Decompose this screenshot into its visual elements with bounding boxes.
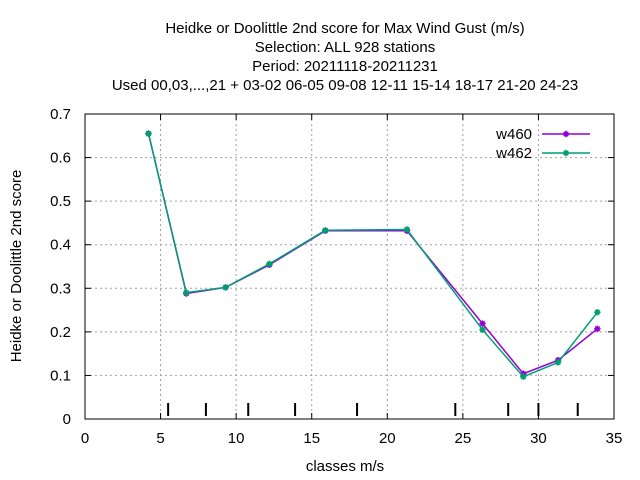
- x-tick-label: 20: [379, 430, 396, 447]
- series-w460: [145, 130, 601, 377]
- title-line-4: Used 00,03,...,21 + 03-02 06-05 09-08 12…: [112, 77, 578, 94]
- legend-label-w460: w460: [495, 126, 532, 143]
- legend: w460 w462: [495, 126, 590, 162]
- legend-marker-w460: [562, 130, 570, 138]
- y-tick-label: 0.1: [50, 367, 71, 384]
- series-line-w460: [147, 133, 598, 375]
- data-point-core: [556, 360, 560, 365]
- y-tick-label: 0.2: [50, 324, 71, 341]
- plot-frame: [84, 113, 615, 420]
- data-point-core: [323, 228, 328, 233]
- x-tick-label: 10: [228, 430, 245, 447]
- data-point-core: [480, 327, 485, 332]
- x-tick-label: 25: [455, 430, 472, 447]
- y-tick-label: 0.6: [50, 150, 71, 167]
- data-point-core: [521, 374, 526, 379]
- series-group: [145, 130, 601, 380]
- series-w462: [145, 130, 601, 380]
- x-axis-label: classes m/s: [306, 458, 384, 475]
- data-point-core: [595, 327, 600, 331]
- title-line-2: Selection: ALL 928 stations: [255, 39, 435, 56]
- data-point-core: [480, 321, 485, 326]
- class-boundary-markers: [167, 403, 579, 416]
- x-tick-label: 35: [606, 430, 623, 447]
- legend-marker-w462: [562, 149, 570, 157]
- y-tick-label: 0.7: [50, 106, 71, 123]
- data-point-core: [595, 310, 600, 315]
- x-tick-label: 0: [81, 430, 89, 447]
- y-tick-label: 0: [63, 411, 71, 428]
- grid: [85, 114, 614, 419]
- x-tick-label: 15: [303, 430, 320, 447]
- axis-ticks: 0 5 10 15 20 25 30 35 0 0.1 0.2 0.3 0.4 0.5 0.6 0.7: [50, 106, 622, 447]
- y-tick-label: 0.5: [50, 193, 71, 210]
- y-tick-label: 0.4: [50, 237, 71, 254]
- y-axis-label: Heidke or Doolittle 2nd score: [8, 170, 25, 363]
- title-line-3: Period: 20211118-20211231: [252, 58, 438, 75]
- data-point-core: [223, 285, 228, 290]
- x-tick-label: 5: [156, 430, 164, 447]
- y-tick-label: 0.3: [50, 280, 71, 297]
- x-tick-label: 30: [530, 430, 547, 447]
- legend-label-w462: w462: [495, 145, 532, 162]
- data-point-core: [267, 262, 272, 266]
- chart-title: Heidke or Doolittle 2nd score for Max Wi…: [112, 20, 578, 94]
- series-line-w462: [147, 133, 598, 378]
- data-point-core: [146, 131, 151, 136]
- title-line-1: Heidke or Doolittle 2nd score for Max Wi…: [165, 20, 524, 37]
- data-point-core: [405, 227, 409, 232]
- data-point-core: [184, 290, 189, 295]
